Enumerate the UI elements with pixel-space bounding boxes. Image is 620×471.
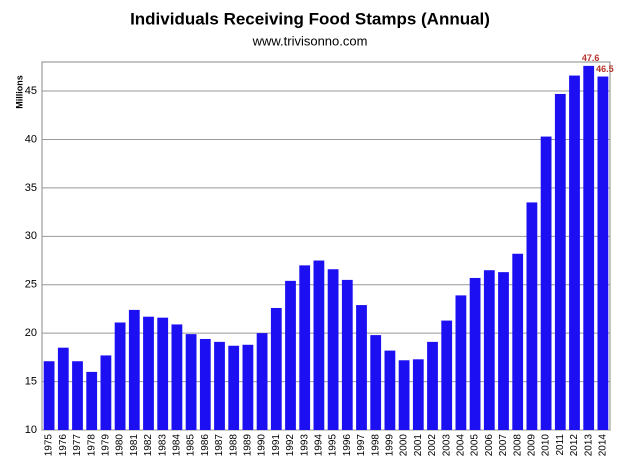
x-tick-label: 1976 [58,434,69,457]
plot-frame [41,61,611,431]
y-tick-label: 30 [25,230,37,242]
x-tick-label: 1981 [129,434,140,457]
bar [100,355,112,430]
x-tick-label: 1982 [143,434,154,457]
y-tick-label: 45 [25,85,37,97]
y-tick-label: 20 [25,327,37,339]
bar [143,316,154,430]
bar [370,335,382,430]
x-tick-label: 2002 [427,434,438,457]
x-tick-label: 1997 [356,434,367,457]
x-tick-label: 2012 [569,434,580,457]
x-tick-label: 2013 [583,434,594,457]
x-tick-label: 1996 [342,434,353,457]
x-tick-label: 1991 [271,434,282,457]
x-tick-label: 2006 [484,434,495,457]
x-tick-label: 1975 [44,434,55,457]
data-label: 46.5 [596,64,614,74]
bar [43,361,55,430]
x-tick-label: 1984 [172,434,183,457]
x-tick-label: 1992 [285,434,296,457]
bar [270,307,282,430]
x-tick-label: 1988 [228,434,239,457]
y-tick-label: 35 [25,182,37,194]
data-label: 47.6 [582,53,600,63]
bar [412,359,424,430]
bar [441,320,453,430]
x-tick-label: 1978 [86,434,97,457]
x-tick-label: 1993 [299,434,310,457]
bar [313,260,325,430]
bar [228,345,240,430]
bar [299,265,311,430]
bar [583,65,595,430]
x-tick-label: 2000 [399,434,410,457]
bar [427,341,438,430]
bar [214,341,225,430]
bar [72,361,83,430]
y-tick-label: 10 [25,424,37,436]
bar [384,350,396,430]
x-tick-label: 2011 [555,434,566,456]
bar [398,360,410,430]
x-tick-label: 2007 [498,434,509,457]
x-tick-label: 1983 [157,434,168,457]
bar [554,93,566,431]
x-tick-label: 2014 [598,434,609,457]
bar [455,295,467,430]
x-tick-label: 1986 [200,434,211,457]
bar [128,309,140,430]
x-tick-label: 1998 [370,434,381,457]
chart-title: Individuals Receiving Food Stamps (Annua… [130,9,490,28]
bar [341,279,353,430]
bar [285,280,296,430]
bar [242,344,254,430]
x-tick-label: 1994 [314,434,325,457]
bar [171,324,183,430]
bar [185,334,197,430]
x-tick-label: 2001 [413,434,424,457]
bar [469,277,481,430]
bar [597,76,609,431]
y-axis-label: Millions [14,75,24,109]
x-tick-label: 1977 [72,434,83,457]
y-tick-label: 25 [25,279,37,291]
bar [526,202,538,430]
x-tick-label: 2005 [470,434,481,457]
bar [114,322,126,430]
x-tick-label: 2004 [456,434,467,457]
bar [199,338,211,430]
y-tick-label: 40 [25,133,37,145]
x-tick-label: 2009 [527,434,538,457]
x-tick-label: 1987 [214,434,225,457]
bar [569,75,580,430]
x-tick-label: 1985 [186,434,197,457]
bar [327,269,339,430]
bar [356,305,367,430]
x-tick-label: 1990 [257,434,268,457]
x-tick-label: 2008 [512,434,523,457]
x-tick-label: 1995 [328,434,339,457]
x-tick-label: 2010 [541,434,552,457]
y-tick-label: 15 [25,375,37,387]
bar [498,272,509,430]
x-tick-label: 1980 [115,434,126,457]
x-tick-label: 1979 [101,434,112,457]
x-tick-label: 1989 [243,434,254,457]
bar [540,136,552,430]
bar [57,347,69,430]
chart-subtitle: www.trivisonno.com [252,33,368,48]
bar [157,317,169,430]
x-tick-label: 2003 [441,434,452,457]
x-tick-label: 1999 [385,434,396,457]
bar [512,253,524,430]
bar [256,333,268,430]
bar [86,371,98,430]
bar [483,270,495,430]
